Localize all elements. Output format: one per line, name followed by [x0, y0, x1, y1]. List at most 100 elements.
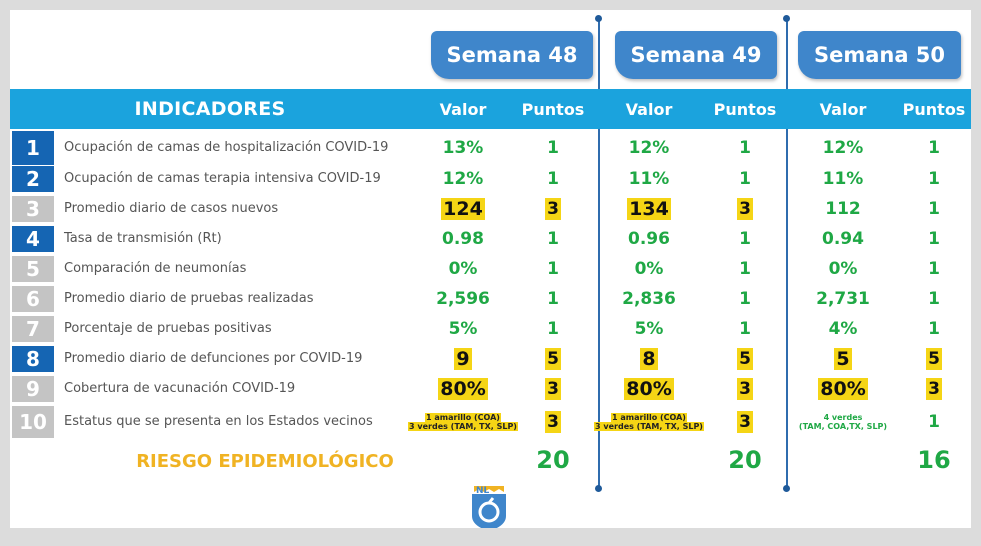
- neighbor-status-line: (TAM, COA,TX, SLP): [798, 422, 888, 431]
- value-header-48: Valor: [439, 99, 487, 119]
- points-cell-48-row-1: 1: [503, 131, 603, 165]
- nuevo-leon-shield-icon: NL: [472, 486, 506, 528]
- risk-label: RIESGO EPIDEMIOLÓGICO: [136, 450, 394, 472]
- indicator-label-2: Ocupación de camas terapia intensiva COV…: [64, 171, 381, 186]
- value-cell-48-row-3: 124: [413, 196, 513, 222]
- row-number-3: 3: [12, 196, 54, 222]
- indicator-label-9: Cobertura de vacunación COVID-19: [64, 381, 296, 396]
- points-cell-50-row-9: 3: [884, 376, 971, 402]
- slide: Semana 48 Semana 49 Semana 50 INDICADORE…: [10, 10, 971, 528]
- points-text: 5: [737, 348, 753, 370]
- value-cell-48-row-9: 80%: [413, 376, 513, 402]
- indicator-label-3: Promedio diario de casos nuevos: [64, 201, 279, 216]
- points-cell-49-row-9: 3: [695, 376, 795, 402]
- value-cell-49-row-9: 80%: [599, 376, 699, 402]
- separator-dot-top-2: [783, 15, 790, 22]
- row-number-1: 1: [12, 131, 54, 165]
- value-text: 80%: [438, 378, 488, 400]
- separator-dot-bottom-2: [783, 485, 790, 492]
- week-tab-48: Semana 48: [431, 31, 593, 79]
- value-header-49: Valor: [625, 99, 673, 119]
- points-text: 1: [547, 138, 559, 158]
- points-cell-49-row-7: 1: [695, 316, 795, 342]
- points-cell-48-row-2: 1: [503, 166, 603, 192]
- value-text: 112: [825, 199, 861, 219]
- points-text: 1: [739, 138, 751, 158]
- points-cell-48-row-9: 3: [503, 376, 603, 402]
- separator-dot-bottom-1: [595, 485, 602, 492]
- points-cell-50-row-10: 1: [884, 406, 971, 438]
- points-text: 1: [739, 319, 751, 339]
- value-text: 5: [834, 348, 852, 370]
- points-text: 1: [928, 319, 940, 339]
- points-cell-49-row-4: 1: [695, 226, 795, 252]
- points-cell-48-row-4: 1: [503, 226, 603, 252]
- points-text: 3: [545, 198, 561, 220]
- points-text: 1: [547, 169, 559, 189]
- indicator-label-1: Ocupación de camas de hospitalización CO…: [64, 140, 389, 155]
- points-cell-50-row-1: 1: [884, 131, 971, 165]
- points-text: 1: [547, 319, 559, 339]
- week-separator-2: [786, 18, 788, 488]
- indicator-label-6: Promedio diario de pruebas realizadas: [64, 291, 314, 306]
- points-cell-50-row-6: 1: [884, 286, 971, 312]
- points-text: 3: [737, 378, 753, 400]
- value-text: 11%: [628, 169, 670, 189]
- neighbor-status-line: 3 verdes (TAM, TX, SLP): [408, 422, 518, 431]
- neighbor-status-note-49: 1 amarillo (COA) 3 verdes (TAM, TX, SLP): [589, 406, 709, 438]
- value-text: 13%: [442, 138, 484, 158]
- value-text: 0%: [828, 259, 858, 279]
- points-cell-50-row-5: 1: [884, 256, 971, 282]
- value-cell-50-row-4: 0.94: [793, 226, 893, 252]
- value-cell-48-row-6: 2,596: [413, 286, 513, 312]
- neighbor-status-note-48: 1 amarillo (COA) 3 verdes (TAM, TX, SLP): [403, 406, 523, 438]
- separator-dot-top-1: [595, 15, 602, 22]
- row-number-10: 10: [12, 406, 54, 438]
- value-cell-48-row-2: 12%: [413, 166, 513, 192]
- value-text: 0.96: [628, 229, 670, 249]
- points-cell-48-row-3: 3: [503, 196, 603, 222]
- points-cell-49-row-3: 3: [695, 196, 795, 222]
- points-text: 1: [928, 289, 940, 309]
- points-text: 1: [928, 412, 940, 432]
- indicator-label-8: Promedio diario de defunciones por COVID…: [64, 351, 363, 366]
- value-text: 134: [627, 198, 671, 220]
- points-text: 1: [928, 138, 940, 158]
- value-cell-50-row-9: 80%: [793, 376, 893, 402]
- neighbor-status-line: 3 verdes (TAM, TX, SLP): [594, 422, 704, 431]
- points-text: 1: [739, 289, 751, 309]
- points-cell-48-row-6: 1: [503, 286, 603, 312]
- risk-total-50: 16: [917, 446, 951, 474]
- value-header-50: Valor: [819, 99, 867, 119]
- value-cell-49-row-8: 8: [599, 346, 699, 372]
- row-number-8: 8: [12, 346, 54, 372]
- value-text: 12%: [822, 138, 864, 158]
- points-header-49: Puntos: [713, 99, 777, 119]
- value-cell-49-row-5: 0%: [599, 256, 699, 282]
- indicator-label-10: Estatus que se presenta en los Estados v…: [64, 414, 373, 429]
- indicator-label-4: Tasa de transmisión (Rt): [64, 231, 222, 246]
- table-header-band: [10, 89, 971, 129]
- neighbor-status-line: 1 amarillo (COA): [425, 413, 501, 422]
- value-cell-49-row-4: 0.96: [599, 226, 699, 252]
- points-text: 1: [928, 259, 940, 279]
- points-cell-49-row-1: 1: [695, 131, 795, 165]
- points-text: 3: [926, 378, 942, 400]
- points-cell-50-row-2: 1: [884, 166, 971, 192]
- value-cell-48-row-8: 9: [413, 346, 513, 372]
- points-text: 1: [928, 229, 940, 249]
- week-separator-1: [598, 18, 600, 488]
- value-text: 2,836: [622, 289, 676, 309]
- indicator-label-7: Porcentaje de pruebas positivas: [64, 321, 272, 336]
- row-number-9: 9: [12, 376, 54, 402]
- points-text: 3: [737, 411, 753, 433]
- value-text: 2,596: [436, 289, 490, 309]
- points-text: 1: [739, 169, 751, 189]
- points-text: 5: [545, 348, 561, 370]
- points-text: 1: [739, 259, 751, 279]
- points-cell-48-row-10: 3: [503, 406, 603, 438]
- points-cell-49-row-10: 3: [695, 406, 795, 438]
- risk-total-48: 20: [536, 446, 570, 474]
- value-cell-49-row-7: 5%: [599, 316, 699, 342]
- value-text: 80%: [818, 378, 868, 400]
